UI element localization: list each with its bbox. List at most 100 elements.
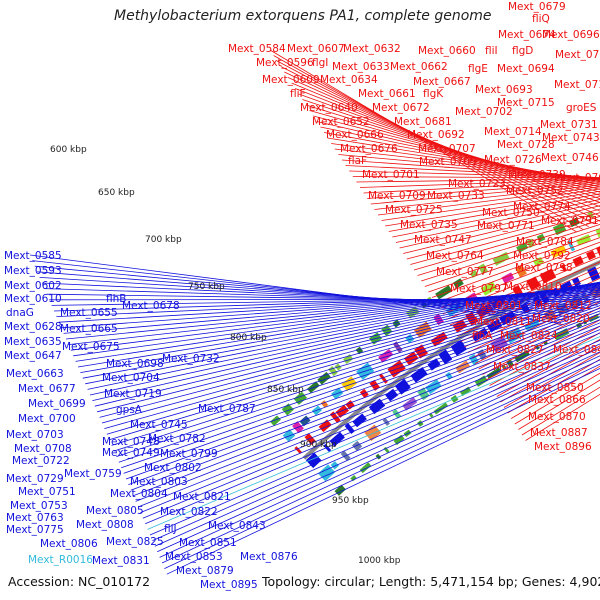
reverse-gene-label: Mext_0825 bbox=[106, 536, 164, 548]
leader-line bbox=[327, 137, 600, 182]
gene-feature bbox=[368, 398, 386, 415]
gene-feature bbox=[393, 434, 405, 446]
forward-gene-label: Mext_0679 bbox=[508, 1, 566, 13]
leader-line bbox=[388, 193, 600, 232]
gene-feature bbox=[469, 270, 479, 278]
gene-feature bbox=[576, 234, 592, 246]
forward-gene-label: Mext_0791 bbox=[541, 215, 599, 227]
forward-gene-label: Mext_0820 bbox=[532, 313, 590, 325]
reverse-gene-label: Mext_0851 bbox=[179, 537, 237, 549]
leader-line bbox=[37, 271, 580, 315]
reverse-gene-label: Mext_0804 bbox=[110, 488, 168, 500]
forward-gene-label: Mext_0693 bbox=[475, 84, 533, 96]
leader-line bbox=[377, 186, 600, 216]
leader-line bbox=[121, 302, 600, 469]
leader-line bbox=[435, 241, 600, 304]
forward-gene-label: Mext_0584 bbox=[228, 43, 286, 55]
reverse-gene-label: Mext_0802 bbox=[144, 462, 202, 474]
reverse-gene-label: Mext_0895 bbox=[200, 579, 258, 591]
leader-line bbox=[164, 363, 600, 569]
forward-gene-label: Mext_0661 bbox=[358, 88, 416, 100]
gene-feature bbox=[596, 246, 600, 257]
leader-line bbox=[392, 196, 600, 238]
forward-gene-label: Mext_0766 bbox=[554, 172, 600, 184]
forward-gene-label: Mext_0607 bbox=[287, 43, 345, 55]
reverse-gene-label: Mext_0787 bbox=[198, 403, 256, 415]
reverse-gene-label: Mext_0635 bbox=[4, 336, 62, 348]
forward-gene-label: Mext_0866 bbox=[528, 394, 586, 406]
leader-line bbox=[467, 289, 600, 353]
reverse-leader-lines bbox=[29, 254, 600, 575]
gene-feature bbox=[560, 264, 567, 273]
leader-line bbox=[142, 329, 600, 519]
forward-gene-label: Mext_0842 bbox=[553, 344, 600, 356]
forward-gene-label: Mext_0660 bbox=[418, 45, 476, 57]
reverse-gene-label: dnaG bbox=[6, 307, 34, 319]
forward-gene-label: Mext_0750 bbox=[482, 207, 540, 219]
leader-line bbox=[442, 251, 600, 315]
gene-feature bbox=[281, 403, 294, 416]
forward-gene-label: Mext_0735 bbox=[400, 219, 458, 231]
leader-line bbox=[356, 178, 600, 183]
reverse-gene-label: Mext_0678 bbox=[122, 300, 180, 312]
gene-feature bbox=[526, 238, 535, 248]
leader-line bbox=[331, 143, 600, 181]
forward-gene-label: Mext_0739 bbox=[508, 169, 566, 181]
leader-line bbox=[89, 282, 600, 396]
forward-leader-lines bbox=[269, 49, 600, 441]
forward-gene-label: Mext_0714 bbox=[484, 126, 542, 138]
gene-feature bbox=[345, 400, 355, 410]
leader-line bbox=[406, 208, 600, 260]
forward-gene-label: Mext_0694 bbox=[497, 63, 555, 75]
forward-gene-label: Mext_0633 bbox=[332, 61, 390, 73]
gene-feature bbox=[445, 371, 453, 380]
forward-gene-label: fliF bbox=[290, 88, 306, 100]
gene-feature bbox=[572, 277, 581, 287]
forward-gene-label: Mext_0887 bbox=[530, 427, 588, 439]
kbp-tick-label: 700 kbp bbox=[145, 235, 182, 245]
gene-feature bbox=[588, 313, 600, 323]
genome-stats-label: Topology: circular; Length: 5,471,154 bp… bbox=[262, 574, 600, 589]
leader-line bbox=[85, 281, 600, 385]
leader-line bbox=[395, 198, 600, 243]
leader-line bbox=[97, 285, 600, 413]
reverse-gene-label: Mext_0831 bbox=[92, 555, 150, 567]
reverse-gene-label: Mext_0853 bbox=[165, 551, 223, 563]
gene-feature bbox=[543, 340, 548, 346]
forward-gene-label: Mext_0728 bbox=[497, 139, 555, 151]
forward-gene-label: flgI bbox=[312, 57, 328, 69]
leader-line bbox=[370, 182, 600, 205]
gene-feature bbox=[350, 475, 357, 482]
leader-line bbox=[133, 316, 600, 497]
leader-line bbox=[118, 300, 600, 463]
forward-gene-label: Mext_0812 bbox=[534, 300, 592, 312]
leader-line bbox=[439, 246, 600, 309]
forward-gene-label: fliI bbox=[485, 45, 498, 57]
leader-line bbox=[101, 287, 600, 424]
forward-gene-label: Mext_0662 bbox=[390, 61, 448, 73]
leader-line bbox=[507, 358, 600, 414]
forward-gene-label: flhA bbox=[472, 330, 493, 342]
reverse-gene-label: Mext_0759 bbox=[64, 468, 122, 480]
leader-line bbox=[113, 296, 600, 452]
reverse-gene-label: flhB bbox=[106, 293, 126, 305]
leader-line bbox=[349, 170, 600, 179]
leader-line bbox=[341, 159, 600, 179]
forward-gene-label: Mext_0798 bbox=[515, 262, 573, 274]
gene-feature bbox=[512, 285, 524, 299]
leader-line bbox=[135, 319, 600, 502]
gene-feature bbox=[572, 255, 584, 267]
forward-gene-label: Mext_0784 bbox=[516, 236, 574, 248]
leader-line bbox=[485, 319, 600, 381]
forward-gene-label: Mext_0715 bbox=[497, 97, 555, 109]
leader-line bbox=[352, 176, 600, 179]
forward-gene-label: Mext_0681 bbox=[394, 116, 452, 128]
forward-gene-label: Mext_0696 bbox=[542, 29, 600, 41]
leader-line bbox=[374, 184, 600, 210]
gene-feature bbox=[438, 349, 453, 365]
reverse-gene-label: Mext_0782 bbox=[148, 433, 206, 445]
reverse-gene-label: Mext_0843 bbox=[208, 520, 266, 532]
leader-line bbox=[154, 347, 600, 547]
gene-feature bbox=[335, 404, 350, 418]
